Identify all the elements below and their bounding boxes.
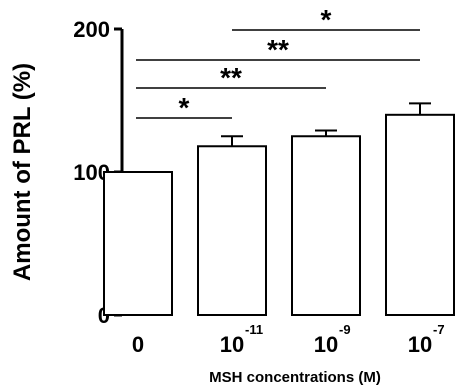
- x-tick-label: 10: [220, 332, 244, 357]
- bar: [291, 135, 361, 316]
- y-axis-label: Amount of PRL (%): [9, 63, 36, 281]
- x-axis-label: MSH concentrations (M): [209, 369, 381, 386]
- significance-label: *: [321, 4, 332, 35]
- significance-label: **: [267, 34, 289, 65]
- significance-label: *: [179, 92, 190, 123]
- bar: [103, 171, 173, 316]
- significance-label: **: [220, 62, 242, 93]
- x-tick-label: 10: [408, 332, 432, 357]
- bar: [385, 113, 455, 316]
- y-tick-label: 200: [73, 17, 110, 42]
- x-tick-label: 0: [132, 332, 144, 357]
- bar: [197, 145, 267, 316]
- x-tick-exponent: -9: [339, 322, 351, 337]
- x-tick-exponent: -7: [433, 322, 445, 337]
- x-tick-exponent: -11: [245, 322, 263, 337]
- x-tick-label: 10: [314, 332, 338, 357]
- significance-brackets: ******: [136, 4, 420, 123]
